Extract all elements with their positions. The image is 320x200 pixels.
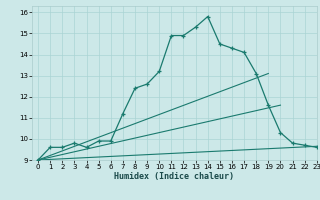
X-axis label: Humidex (Indice chaleur): Humidex (Indice chaleur) [115,172,234,181]
